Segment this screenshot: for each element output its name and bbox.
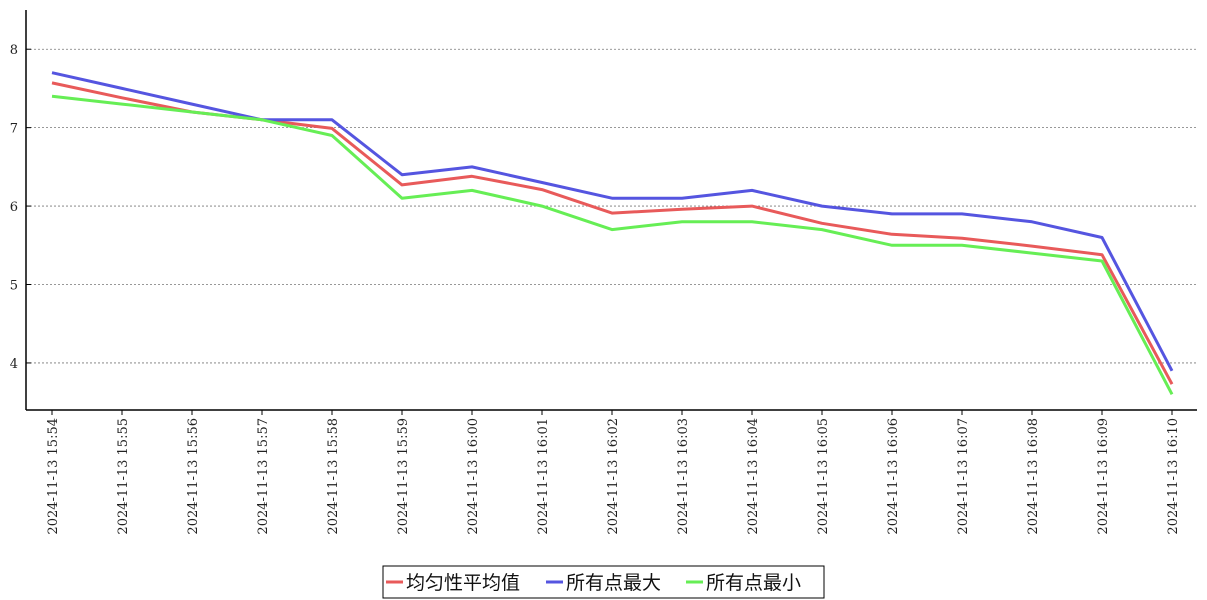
axes (25, 10, 1197, 411)
series-line-1 (51, 71, 1174, 372)
x-tick-label: 2024-11-13 16:10 (1166, 418, 1181, 535)
y-axis-ticks: 4 5 6 7 8 (10, 43, 31, 372)
series-line-0 (51, 81, 1174, 385)
x-tick-label: 2024-11-13 16:08 (1026, 418, 1041, 535)
series-lines (51, 71, 1174, 395)
x-tick-label: 2024-11-13 16:09 (1096, 418, 1111, 535)
x-tick-label: 2024-11-13 16:07 (956, 418, 971, 535)
x-axis-ticks: 2024-11-13 15:54 2024-11-13 15:55 2024-11-… (46, 410, 1181, 535)
x-tick-label: 2024-11-13 15:55 (116, 418, 131, 535)
y-tick-label: 6 (10, 200, 18, 215)
x-tick-label: 2024-11-13 15:58 (326, 418, 341, 535)
x-tick-label: 2024-11-13 16:00 (466, 418, 481, 535)
x-tick-label: 2024-11-13 16:06 (886, 418, 901, 535)
legend: 均匀性平均值 所有点最大 所有点最小 (382, 565, 825, 599)
gridlines (26, 48, 1197, 364)
y-tick-label: 4 (10, 357, 18, 372)
legend-box (382, 565, 825, 599)
y-tick-label: 8 (10, 43, 18, 58)
x-tick-label: 2024-11-13 16:02 (606, 418, 621, 535)
x-tick-label: 2024-11-13 15:59 (396, 418, 411, 535)
y-tick-label: 7 (10, 122, 18, 137)
x-tick-label: 2024-11-13 15:57 (256, 418, 271, 535)
x-tick-label: 2024-11-13 16:03 (676, 418, 691, 535)
x-tick-label: 2024-11-13 16:05 (816, 418, 831, 535)
legend-label-0: 均匀性平均值 (406, 572, 520, 594)
x-tick-label: 2024-11-13 16:01 (536, 418, 551, 535)
series-line-2 (51, 94, 1174, 395)
x-tick-label: 2024-11-13 16:04 (746, 418, 761, 535)
legend-items: 均匀性平均值 所有点最大 所有点最小 (386, 572, 801, 594)
x-tick-label: 2024-11-13 15:56 (186, 418, 201, 535)
legend-label-1: 所有点最大 (566, 572, 661, 594)
x-tick-label: 2024-11-13 15:54 (46, 418, 61, 535)
legend-label-2: 所有点最小 (706, 572, 801, 594)
y-tick-label: 5 (10, 279, 18, 294)
